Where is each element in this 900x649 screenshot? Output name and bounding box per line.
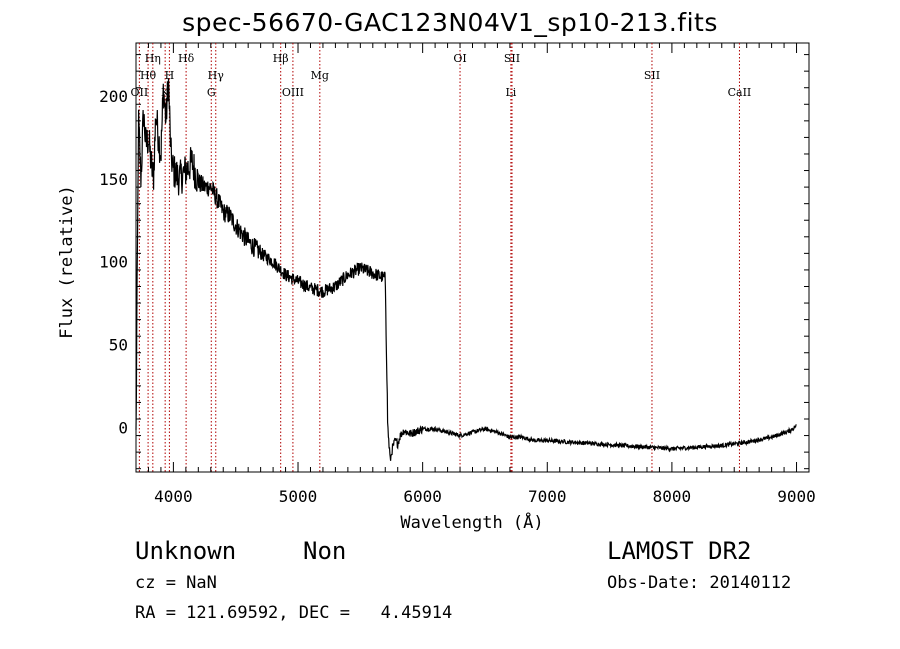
marker-label: Hβ [273,52,289,65]
marker-label: CaII [728,86,752,99]
marker-label: OIII [282,86,304,99]
marker-label: SII [504,52,520,65]
marker-label: Hη [145,52,161,65]
marker-label: Li [505,86,516,99]
object-class: Unknown [135,537,237,565]
object-subclass: Non [303,537,347,565]
x-tick-label: 4000 [154,487,193,506]
marker-label: H [165,69,175,82]
x-tick-label: 8000 [653,487,692,506]
plot-frame [135,42,810,473]
y-axis-label: Flux (relative) [57,185,77,339]
marker-label: Hγ [208,69,225,82]
marker-label: OII [131,86,149,99]
x-tick-label: 9000 [777,487,816,506]
survey-name: LAMOST DR2 [607,537,752,565]
marker-label: K [161,86,170,99]
y-tick-label: 0 [118,418,128,437]
marker-label: Mg [311,69,329,82]
spectral-line-markers: Hη Hθ OII HK Hδ Hγ G Hβ OIII Mg OI SII Li SII CaII [131,43,752,472]
y-tick-label: 150 [99,170,128,189]
marker-label: OI [453,52,466,65]
marker-label: SII [644,69,660,82]
observation-date: Obs-Date: 20140112 [607,573,792,593]
spectrum-line [135,78,797,461]
x-axis-label: Wavelength (Å) [400,511,543,533]
marker-label: G [207,86,216,99]
marker-label: Hδ [178,52,195,65]
marker-label: Hθ [140,69,157,82]
y-axis: 0 50 100 150 200 [99,54,809,470]
y-tick-label: 100 [99,253,128,272]
chart-title: spec-56670-GAC123N04V1_sp10-213.fits [182,8,718,37]
redshift-cz: cz = NaN [135,573,217,593]
x-tick-label: 5000 [279,487,318,506]
x-tick-label: 6000 [403,487,442,506]
x-axis: 4000 5000 6000 7000 8000 9000 [135,43,816,506]
x-tick-label: 7000 [528,487,567,506]
ra-dec-coordinates: RA = 121.69592, DEC = 4.45914 [135,603,453,623]
y-tick-label: 200 [99,87,128,106]
y-tick-label: 50 [109,335,128,354]
